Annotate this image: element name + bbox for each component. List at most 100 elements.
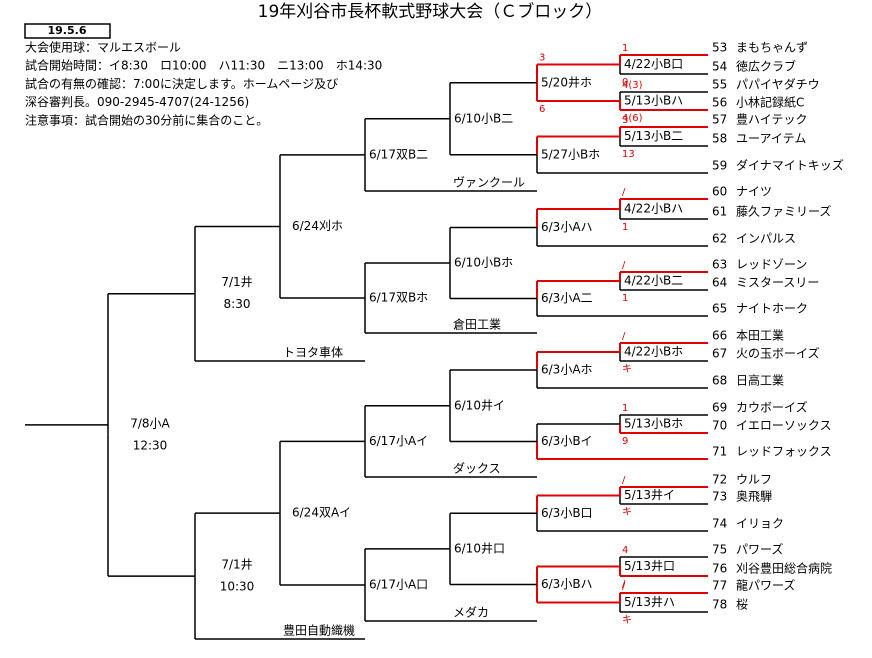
score: 4(3) — [622, 80, 643, 91]
team-number: 76 — [712, 562, 727, 576]
team-name: 龍パワーズ — [736, 578, 795, 593]
match-label: 5/13小B二 — [624, 129, 683, 143]
team-number: 71 — [712, 445, 727, 459]
team-name: 奥飛騨 — [736, 489, 772, 504]
team-name: ダイナマイトキッズ — [736, 158, 844, 173]
score: 6 — [539, 104, 545, 115]
team-number: 56 — [712, 96, 727, 110]
bye-team: トヨタ車体 — [283, 346, 343, 360]
score: 9 — [622, 436, 628, 447]
match-label: 6/10小B二 — [454, 111, 513, 125]
team-name: 小林記録紙C — [736, 95, 804, 110]
team-number: 65 — [712, 302, 727, 316]
team-number: 73 — [712, 490, 727, 504]
team-number: 53 — [712, 41, 727, 55]
team-number: 74 — [712, 517, 727, 531]
match-label: 6/24双Aイ — [292, 506, 351, 520]
team-name: 日高工業 — [736, 373, 784, 388]
team-number: 57 — [712, 113, 727, 127]
team-number: 59 — [712, 159, 727, 173]
match-label: 5/13井口 — [624, 559, 675, 573]
team-name: 徳広クラブ — [736, 59, 796, 74]
match-label: 6/10井口 — [454, 541, 505, 555]
team-name: 桜 — [736, 598, 748, 612]
match-label: 7/8小A — [130, 416, 170, 430]
title: 19年刈谷市長杯軟式野球大会（Ｃブロック） — [258, 1, 603, 22]
match-label: 6/3小Bハ — [541, 577, 593, 591]
bye-team: 倉田工業 — [453, 317, 501, 332]
match-label: 7/1井 — [221, 275, 252, 289]
team-number: 78 — [712, 598, 727, 612]
match-label: 4/22小Bハ — [624, 202, 683, 216]
score: / — [622, 187, 626, 198]
team-number: 62 — [712, 232, 727, 246]
team-number: 64 — [712, 276, 727, 290]
match-label: 5/20井ホ — [541, 75, 592, 89]
score: 1 — [622, 222, 628, 233]
score: キ — [622, 615, 632, 626]
match-label: 5/13井イ — [624, 488, 675, 502]
team-name: まもちゃんず — [736, 41, 808, 55]
match-label: 5/13小Bホ — [624, 417, 683, 431]
team-name: ユーアイテム — [736, 132, 806, 146]
info-line: 試合開始時間：イ8:30 ロ10:00 ハ11:30 ニ13:00 ホ14:30 — [25, 58, 382, 73]
team-number: 70 — [712, 419, 727, 433]
team-name: 本田工業 — [736, 329, 784, 343]
team-name: インパルス — [736, 232, 796, 246]
match-label: 4/22小B二 — [624, 274, 683, 288]
team-name: 藤久ファミリーズ — [736, 204, 831, 219]
team-number: 63 — [712, 258, 727, 272]
match-label: 4/22小B口 — [624, 57, 683, 71]
score: 0 — [622, 77, 628, 88]
match-label: 6/17小Aイ — [369, 434, 428, 448]
score: キ — [622, 364, 632, 375]
team-number: 75 — [712, 543, 727, 557]
score: 1 — [622, 293, 628, 304]
team-name: イエローソックス — [736, 419, 832, 433]
bye-team: 豊田自動織機 — [283, 623, 355, 638]
match-label: 5/13井ハ — [624, 595, 675, 609]
match-label: 7/1井 — [221, 558, 252, 572]
team-number: 55 — [712, 78, 727, 92]
bye-team: メダカ — [453, 605, 489, 620]
info-line: 大会使用球：マルエスボール — [25, 40, 181, 55]
match-label: 6/24刈ホ — [292, 219, 343, 233]
score: 4 — [622, 545, 628, 556]
info-line: 試合の有無の確認：7:00に決定します。ホームページ及び — [25, 76, 338, 91]
match-label: 4/22小Bホ — [624, 345, 683, 359]
match-label: 6/10井イ — [454, 398, 505, 412]
team-name: 火の玉ボーイズ — [736, 346, 820, 361]
info-line: 深谷審判長。090-2945-4707(24-1256) — [25, 94, 249, 109]
match-label: 8:30 — [224, 297, 251, 311]
match-label: 6/10小Bホ — [454, 256, 513, 270]
team-number: 61 — [712, 205, 727, 219]
team-name: ナイツ — [736, 185, 772, 199]
team-name: ナイトホーク — [736, 302, 808, 316]
match-label: 6/17双Bホ — [369, 291, 428, 305]
team-name: 豊ハイテック — [736, 113, 808, 127]
match-label: 12:30 — [133, 438, 168, 452]
bye-team: ダックス — [453, 461, 501, 476]
team-number: 66 — [712, 329, 727, 343]
score: 4(6) — [622, 113, 643, 124]
match-label: 6/3小A二 — [541, 291, 593, 305]
match-label: 6/3小B口 — [541, 506, 593, 520]
score: 1 — [622, 43, 628, 54]
team-number: 54 — [712, 60, 727, 74]
team-name: レッドゾーン — [736, 258, 807, 272]
match-label: 6/3小Aホ — [541, 363, 593, 377]
score: 1 — [622, 403, 628, 414]
team-number: 67 — [712, 347, 727, 361]
team-name: イリョク — [736, 517, 784, 531]
match-label: 5/13小Bハ — [624, 94, 683, 108]
team-number: 58 — [712, 132, 727, 146]
team-number: 68 — [712, 374, 727, 388]
team-number: 77 — [712, 579, 727, 593]
team-number: 72 — [712, 473, 727, 487]
score: / — [622, 260, 626, 271]
score: / — [622, 331, 626, 342]
team-name: ウルフ — [736, 473, 772, 487]
match-label: 10:30 — [220, 580, 255, 594]
score: 3 — [539, 53, 545, 64]
